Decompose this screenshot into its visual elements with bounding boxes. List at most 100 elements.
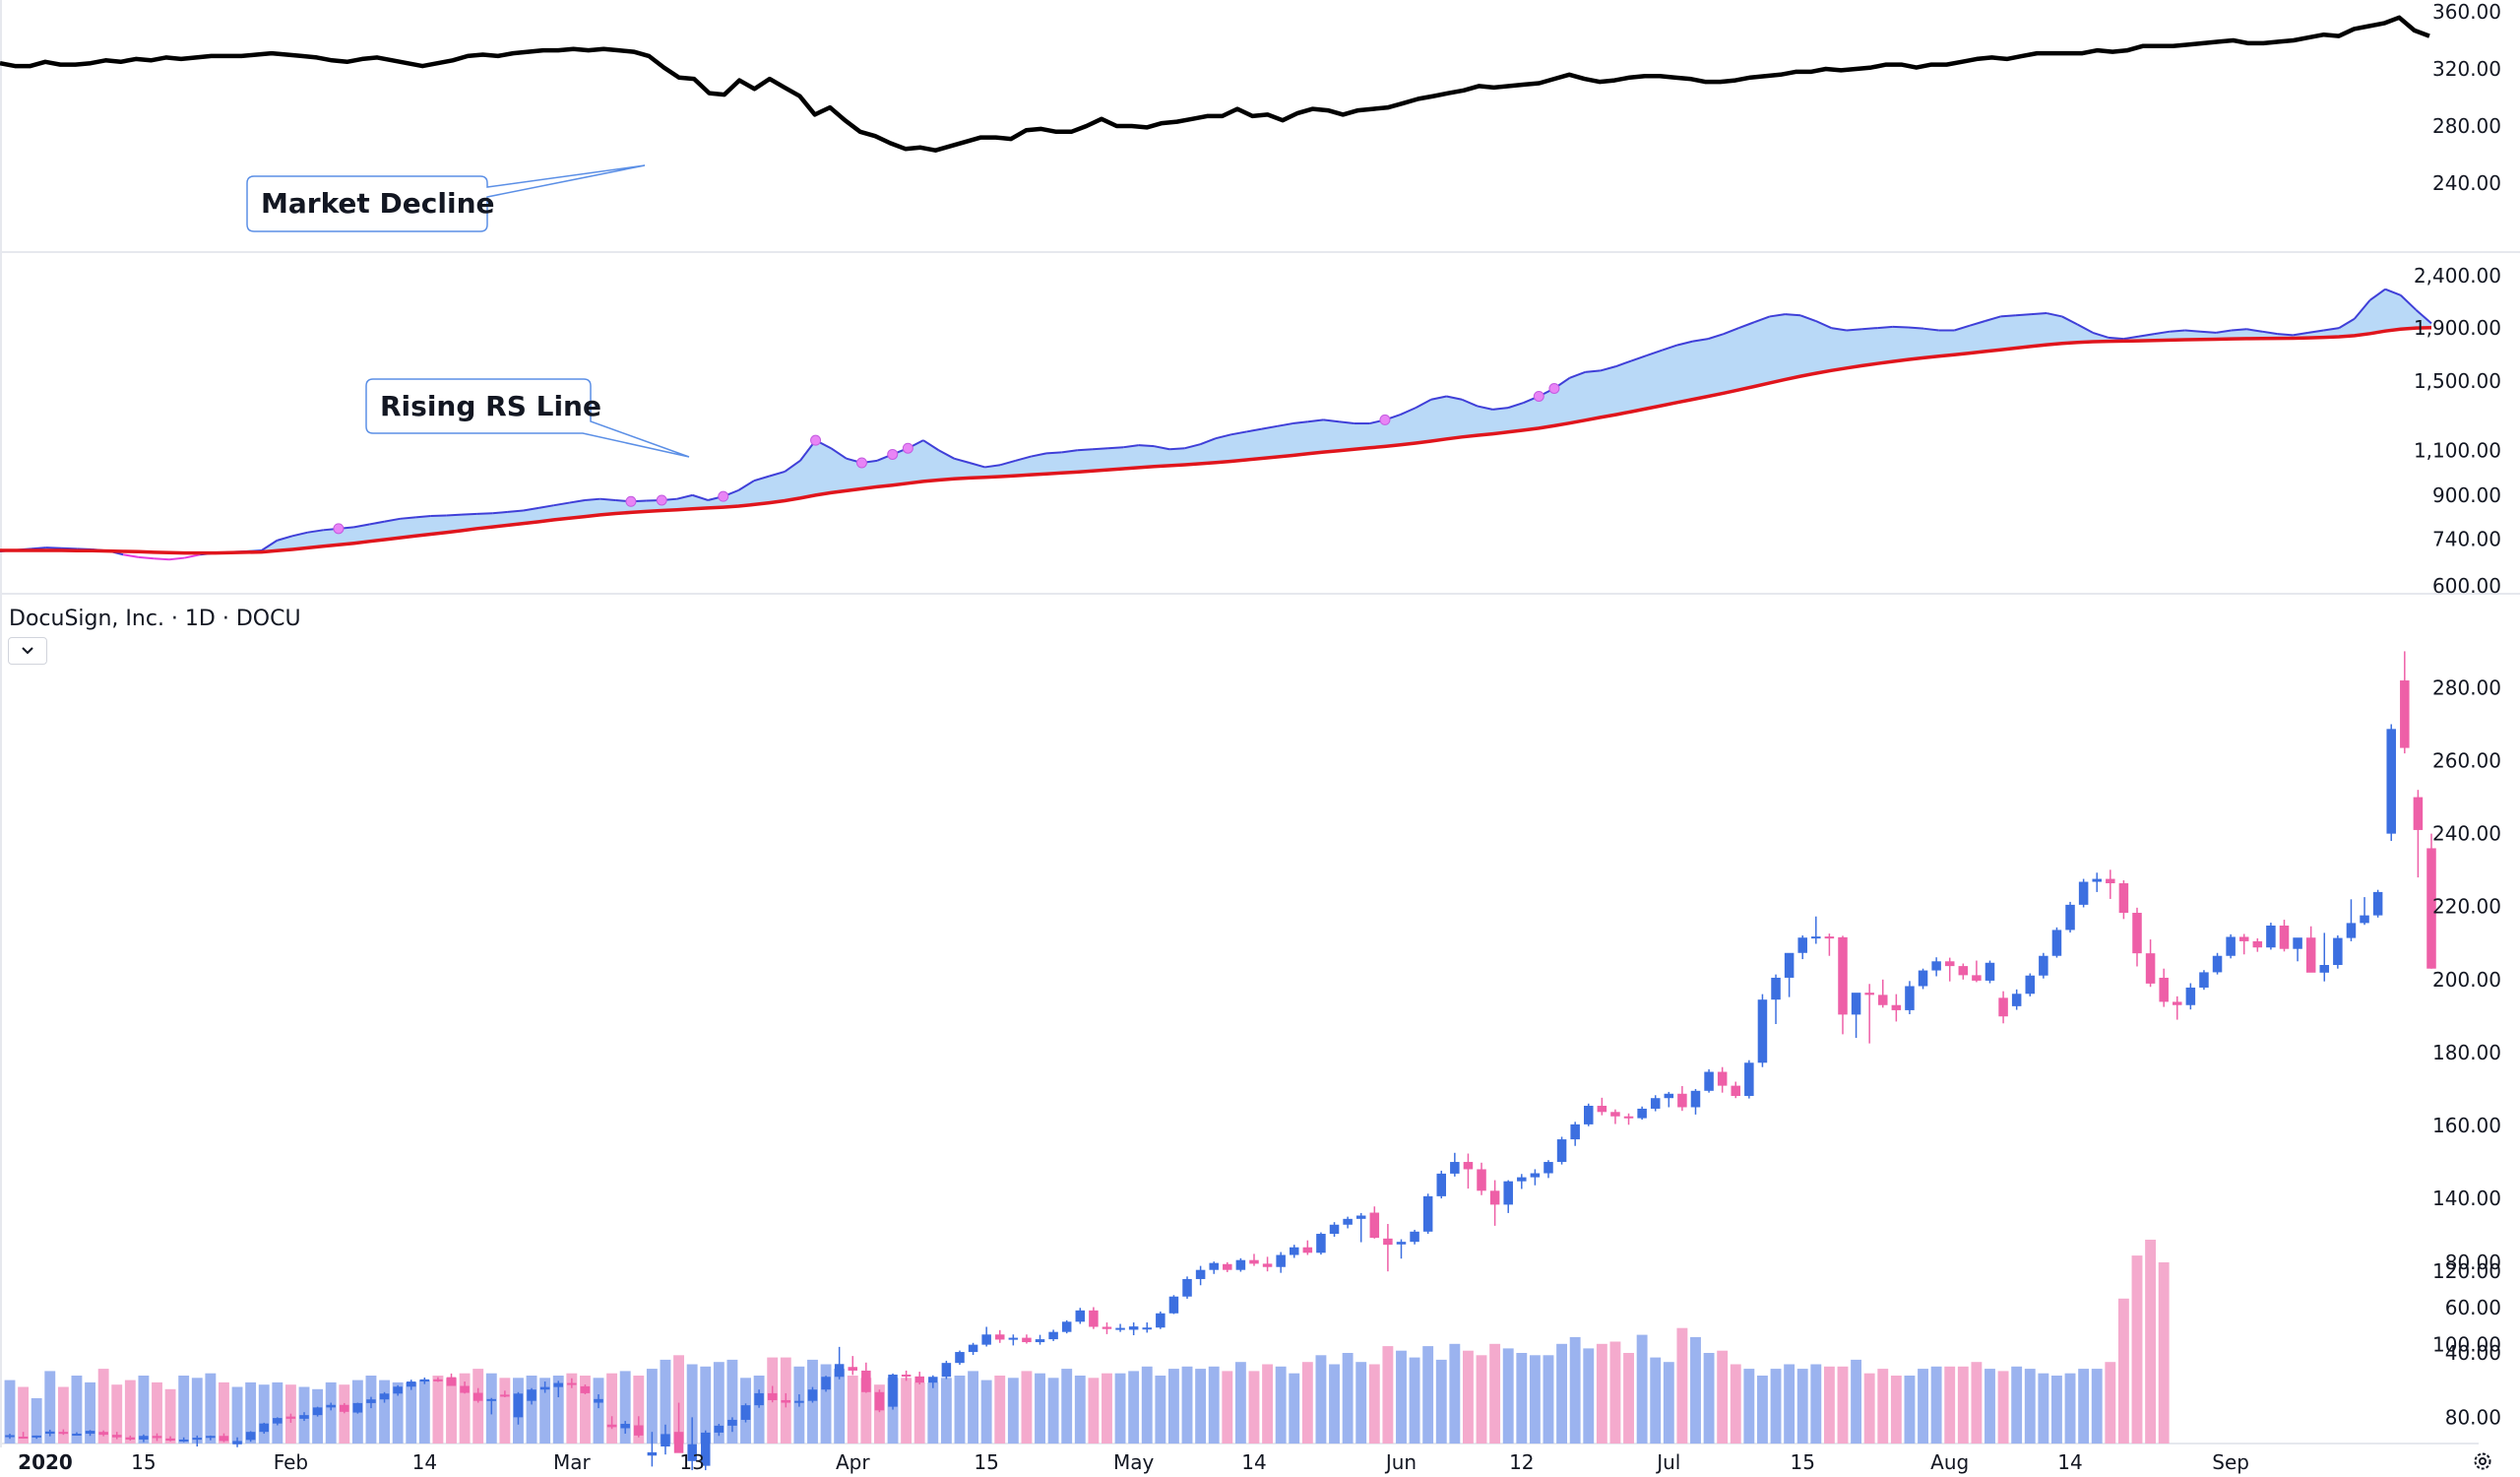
candle-60: [807, 1386, 818, 1403]
volume-bar-50: [673, 1355, 684, 1444]
volume-bar-101: [1355, 1362, 1367, 1444]
candle-body-8: [111, 1435, 122, 1438]
volume-y-tick-2: 40.00: [2445, 1341, 2501, 1365]
volume-bar-1: [18, 1386, 30, 1444]
rs-line-segment: [1292, 420, 1308, 425]
rs-line-segment: [1430, 395, 1447, 401]
candle-body-19: [259, 1423, 269, 1433]
candle-39: [527, 1387, 536, 1405]
price-y-tick-3: 220.00: [2432, 895, 2501, 919]
candle-body-127: [1704, 1071, 1714, 1091]
volume-bar-95: [1275, 1366, 1287, 1444]
candle-body-81: [1089, 1310, 1099, 1327]
rs-line-segment: [2307, 329, 2324, 334]
rs-line-segment: [122, 553, 139, 558]
candle-body-64: [861, 1370, 871, 1392]
volume-bar-141: [1890, 1376, 1902, 1444]
volume-bar-140: [1877, 1369, 1889, 1444]
market-y-tick-1: 320.00: [2432, 57, 2501, 81]
price-y-tick-7: 140.00: [2432, 1187, 2501, 1210]
candle-body-174: [2333, 937, 2343, 965]
candle-body-88: [1182, 1278, 1192, 1297]
volume-bar-66: [887, 1378, 899, 1444]
volume-bar-117: [1569, 1336, 1581, 1444]
volume-bar-94: [1262, 1364, 1274, 1444]
candle-56: [754, 1389, 764, 1408]
rs-line-segment: [2046, 312, 2063, 318]
candle-body-116: [1556, 1139, 1567, 1163]
volume-y-tick-0: 80.00: [2445, 1251, 2501, 1274]
candle-147: [1972, 960, 1982, 983]
rs-line-segment: [2215, 329, 2232, 334]
volume-bar-131: [1757, 1376, 1768, 1444]
candle-body-53: [714, 1425, 724, 1433]
volume-bar-150: [2011, 1366, 2023, 1444]
candle-87: [1168, 1295, 1179, 1315]
x-axis-label-3: 14: [412, 1450, 437, 1474]
rs-line-segment: [938, 449, 955, 460]
candle-112: [1503, 1180, 1513, 1213]
candle-body-114: [1530, 1173, 1541, 1178]
candle-body-3: [45, 1431, 55, 1435]
rs-line-segment: [430, 514, 447, 518]
candle-111: [1489, 1180, 1500, 1226]
volume-bar-136: [1823, 1366, 1835, 1444]
rs-y-tick-5: 740.00: [2432, 527, 2501, 550]
candle-64: [861, 1362, 871, 1393]
candle-body-47: [634, 1425, 644, 1436]
volume-bar-92: [1234, 1362, 1246, 1444]
candle-5: [72, 1432, 82, 1437]
candle-body-65: [874, 1391, 885, 1411]
candle-body-43: [580, 1385, 591, 1393]
candle-44: [594, 1394, 603, 1409]
candle-43: [580, 1384, 591, 1395]
candle-body-121: [1623, 1116, 1634, 1119]
rs-line-segment: [1662, 344, 1678, 352]
candle-body-20: [273, 1418, 283, 1424]
candle-35: [472, 1387, 483, 1403]
volume-bar-13: [178, 1376, 190, 1444]
candle-29: [393, 1384, 403, 1396]
price-y-tick-5: 180.00: [2432, 1041, 2501, 1064]
candle-body-13: [178, 1439, 189, 1442]
candle-127: [1704, 1068, 1714, 1093]
rs-line-segment: [1630, 354, 1648, 362]
candle-body-104: [1396, 1242, 1407, 1245]
chart-settings-button[interactable]: [2469, 1447, 2496, 1475]
candle-65: [874, 1389, 885, 1413]
candle-body-141: [1891, 1004, 1902, 1010]
candle-146: [1958, 963, 1969, 980]
rs-line-segment: [1092, 447, 1108, 451]
volume-bar-134: [1796, 1369, 1808, 1444]
candle-body-14: [192, 1438, 203, 1441]
collapse-legend-button[interactable]: [8, 637, 47, 665]
rising-rs-callout: Rising RS Line: [365, 378, 690, 458]
candle-body-2: [32, 1435, 41, 1438]
rs-line-segment: [737, 480, 755, 491]
candle-body-15: [206, 1436, 216, 1439]
rising-rs-label: Rising RS Line: [380, 390, 601, 422]
candle-104: [1396, 1239, 1407, 1259]
candle-128: [1717, 1066, 1728, 1093]
x-axis-label-14: Aug: [1930, 1450, 1969, 1474]
volume-bar-44: [593, 1378, 604, 1444]
volume-bar-138: [1851, 1359, 1862, 1444]
candle-body-162: [2173, 1001, 2182, 1005]
volume-bar-160: [2145, 1240, 2157, 1444]
candle-97: [1302, 1240, 1313, 1255]
candle-body-123: [1650, 1098, 1661, 1109]
rs-line-segment: [1738, 321, 1755, 330]
candle-body-151: [2025, 975, 2036, 995]
candle-body-109: [1463, 1162, 1474, 1170]
candle-body-24: [326, 1404, 336, 1408]
rs-line-segment: [492, 510, 508, 515]
candle-body-42: [567, 1382, 577, 1385]
candle-body-130: [1744, 1062, 1754, 1096]
volume-bar-45: [606, 1373, 618, 1444]
rs-line-segment: [1338, 420, 1354, 425]
candle-4: [58, 1429, 69, 1436]
volume-bars: [4, 1240, 2170, 1444]
rs-line-segment: [1785, 313, 1801, 317]
rs-line-segment: [446, 513, 463, 517]
